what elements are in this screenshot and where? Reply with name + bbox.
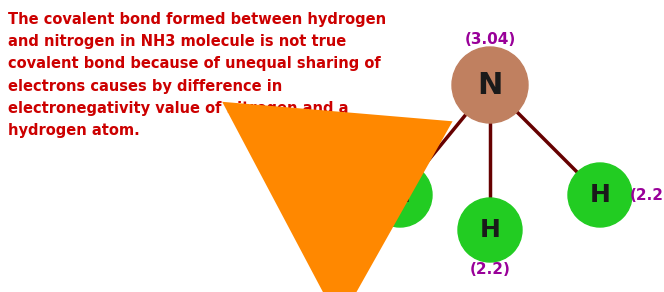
Text: H: H [479, 218, 501, 242]
Text: (2.2): (2.2) [629, 187, 664, 202]
Ellipse shape [452, 47, 528, 123]
Text: N: N [477, 70, 503, 100]
Circle shape [458, 198, 522, 262]
Text: The covalent bond formed between hydrogen
and nitrogen in NH3 molecule is not tr: The covalent bond formed between hydroge… [8, 12, 386, 138]
Text: H: H [390, 183, 410, 207]
Circle shape [568, 163, 632, 227]
Text: (2.2): (2.2) [469, 263, 511, 277]
Text: (3.04): (3.04) [464, 32, 516, 48]
Text: (2.2): (2.2) [339, 187, 380, 202]
Circle shape [368, 163, 432, 227]
Text: H: H [590, 183, 610, 207]
